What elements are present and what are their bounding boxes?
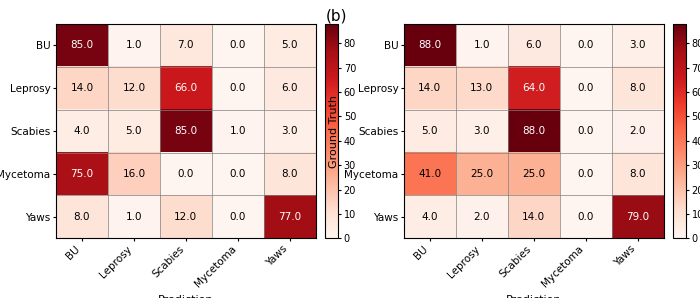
Text: 6.0: 6.0 bbox=[281, 83, 298, 93]
Text: 1.0: 1.0 bbox=[126, 212, 142, 222]
Text: 0.0: 0.0 bbox=[230, 83, 246, 93]
Text: 0.0: 0.0 bbox=[578, 169, 594, 179]
Text: 14.0: 14.0 bbox=[71, 83, 94, 93]
Text: 2.0: 2.0 bbox=[629, 126, 646, 136]
X-axis label: Prediction: Prediction bbox=[158, 295, 214, 298]
Text: 0.0: 0.0 bbox=[178, 169, 194, 179]
Text: 88.0: 88.0 bbox=[522, 126, 545, 136]
Text: 5.0: 5.0 bbox=[126, 126, 142, 136]
Text: 75.0: 75.0 bbox=[71, 169, 94, 179]
Text: 85.0: 85.0 bbox=[174, 126, 197, 136]
Text: 0.0: 0.0 bbox=[578, 83, 594, 93]
Text: 0.0: 0.0 bbox=[230, 212, 246, 222]
Y-axis label: Ground Truth: Ground Truth bbox=[328, 95, 339, 167]
Text: 3.0: 3.0 bbox=[281, 126, 298, 136]
Text: 12.0: 12.0 bbox=[122, 83, 146, 93]
Text: 0.0: 0.0 bbox=[578, 40, 594, 50]
Text: 2.0: 2.0 bbox=[473, 212, 490, 222]
Text: 5.0: 5.0 bbox=[421, 126, 438, 136]
Text: 16.0: 16.0 bbox=[122, 169, 146, 179]
Text: 25.0: 25.0 bbox=[522, 169, 545, 179]
Text: 5.0: 5.0 bbox=[281, 40, 298, 50]
Text: 85.0: 85.0 bbox=[71, 40, 94, 50]
Text: 8.0: 8.0 bbox=[281, 169, 298, 179]
Text: 12.0: 12.0 bbox=[174, 212, 197, 222]
Text: 14.0: 14.0 bbox=[419, 83, 442, 93]
Text: 0.0: 0.0 bbox=[578, 126, 594, 136]
Text: 88.0: 88.0 bbox=[419, 40, 442, 50]
Text: 13.0: 13.0 bbox=[470, 83, 494, 93]
Text: 8.0: 8.0 bbox=[74, 212, 90, 222]
Text: 0.0: 0.0 bbox=[578, 212, 594, 222]
Text: 4.0: 4.0 bbox=[74, 126, 90, 136]
Text: 64.0: 64.0 bbox=[522, 83, 545, 93]
Text: 14.0: 14.0 bbox=[522, 212, 545, 222]
Text: 6.0: 6.0 bbox=[526, 40, 542, 50]
Text: 3.0: 3.0 bbox=[629, 40, 646, 50]
Text: 25.0: 25.0 bbox=[470, 169, 494, 179]
Text: 66.0: 66.0 bbox=[174, 83, 197, 93]
Text: 79.0: 79.0 bbox=[626, 212, 649, 222]
Text: 77.0: 77.0 bbox=[278, 212, 301, 222]
Text: 1.0: 1.0 bbox=[473, 40, 490, 50]
Text: 41.0: 41.0 bbox=[419, 169, 442, 179]
Text: 3.0: 3.0 bbox=[473, 126, 490, 136]
Text: 0.0: 0.0 bbox=[230, 169, 246, 179]
Text: 8.0: 8.0 bbox=[629, 169, 646, 179]
Text: 1.0: 1.0 bbox=[230, 126, 246, 136]
Text: 4.0: 4.0 bbox=[421, 212, 438, 222]
Text: (b): (b) bbox=[326, 9, 347, 24]
Text: 8.0: 8.0 bbox=[629, 83, 646, 93]
Text: 1.0: 1.0 bbox=[126, 40, 142, 50]
Text: 0.0: 0.0 bbox=[230, 40, 246, 50]
Text: 7.0: 7.0 bbox=[178, 40, 194, 50]
X-axis label: Prediction: Prediction bbox=[506, 295, 561, 298]
